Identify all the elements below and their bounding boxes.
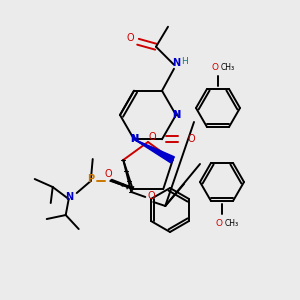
Text: N: N xyxy=(172,110,180,120)
Text: N: N xyxy=(65,192,73,202)
Text: O: O xyxy=(148,132,156,142)
Text: N: N xyxy=(172,58,180,68)
Text: O: O xyxy=(212,64,218,73)
Text: O: O xyxy=(126,33,134,43)
Text: O: O xyxy=(105,169,112,179)
Text: CH₃: CH₃ xyxy=(221,64,235,73)
Polygon shape xyxy=(134,139,174,163)
Text: N: N xyxy=(130,134,138,144)
Text: N: N xyxy=(130,134,138,144)
Text: O: O xyxy=(187,134,195,144)
Text: O: O xyxy=(215,220,223,229)
Text: O: O xyxy=(148,191,155,201)
Text: P: P xyxy=(87,174,94,184)
Text: N: N xyxy=(172,110,180,120)
Text: CH₃: CH₃ xyxy=(225,220,239,229)
Text: H: H xyxy=(181,57,188,66)
